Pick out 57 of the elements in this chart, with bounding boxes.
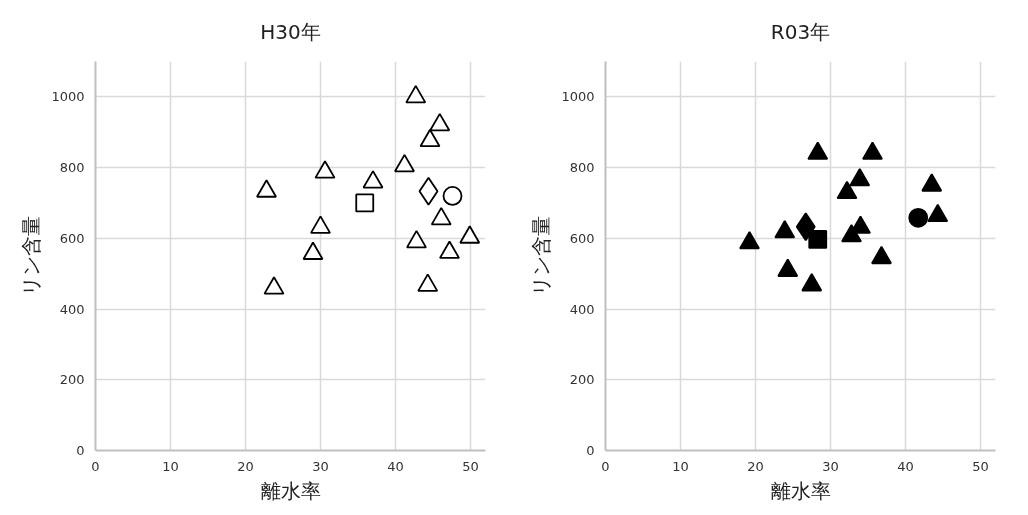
point — [439, 240, 460, 259]
point — [430, 207, 452, 226]
x-tick-label: 40 — [387, 458, 404, 474]
point — [841, 223, 862, 243]
point — [419, 128, 441, 148]
point — [459, 225, 481, 244]
y-tick-label: 400 — [569, 301, 595, 317]
y-tick-label: 200 — [569, 372, 595, 388]
point — [927, 203, 949, 223]
x-tick-label: 30 — [822, 458, 839, 474]
x-tick-label: 10 — [672, 458, 689, 474]
y-axis-title: リン含量 — [19, 216, 44, 296]
y-tick-label: 600 — [59, 230, 85, 246]
point — [405, 84, 427, 104]
point — [394, 153, 415, 173]
x-tick-label: 0 — [601, 458, 610, 474]
chart-title: H30年 — [260, 20, 321, 44]
x-axis-title: 離水率 — [260, 478, 321, 503]
x-tick-label: 20 — [747, 458, 764, 474]
y-tick-label: 1000 — [561, 89, 595, 105]
point — [849, 168, 871, 187]
y-tick-label: 200 — [59, 372, 85, 388]
x-tick-label: 10 — [162, 458, 179, 474]
x-tick-label: 40 — [897, 458, 914, 474]
y-tick-label: 400 — [59, 301, 85, 317]
point — [774, 220, 796, 239]
chart-title: R03年 — [770, 20, 831, 44]
point — [862, 141, 883, 160]
point — [739, 231, 760, 250]
point — [921, 173, 943, 192]
point — [777, 258, 799, 277]
point — [871, 245, 892, 265]
point — [302, 241, 324, 260]
x-axis-title: 離水率 — [770, 478, 831, 503]
x-tick-label: 0 — [91, 458, 100, 474]
point — [801, 273, 823, 292]
y-tick-label: 800 — [569, 160, 595, 176]
point — [314, 160, 336, 179]
y-tick-label: 0 — [586, 443, 595, 458]
y-tick-label: 1000 — [51, 89, 85, 105]
x-tick-label: 50 — [462, 458, 479, 474]
y-tick-label: 600 — [569, 230, 595, 246]
point — [362, 170, 384, 189]
point — [256, 179, 277, 198]
x-tick-label: 20 — [237, 458, 254, 474]
y-tick-label: 0 — [76, 443, 85, 458]
y-tick-label: 800 — [59, 160, 85, 176]
point — [406, 229, 427, 249]
point — [263, 276, 285, 295]
x-tick-label: 50 — [972, 458, 989, 474]
point — [429, 112, 451, 132]
point — [310, 215, 331, 234]
point — [836, 180, 858, 200]
point — [807, 141, 829, 160]
point — [417, 273, 439, 292]
x-tick-label: 30 — [312, 458, 329, 474]
y-axis-title: リン含量 — [529, 216, 554, 296]
